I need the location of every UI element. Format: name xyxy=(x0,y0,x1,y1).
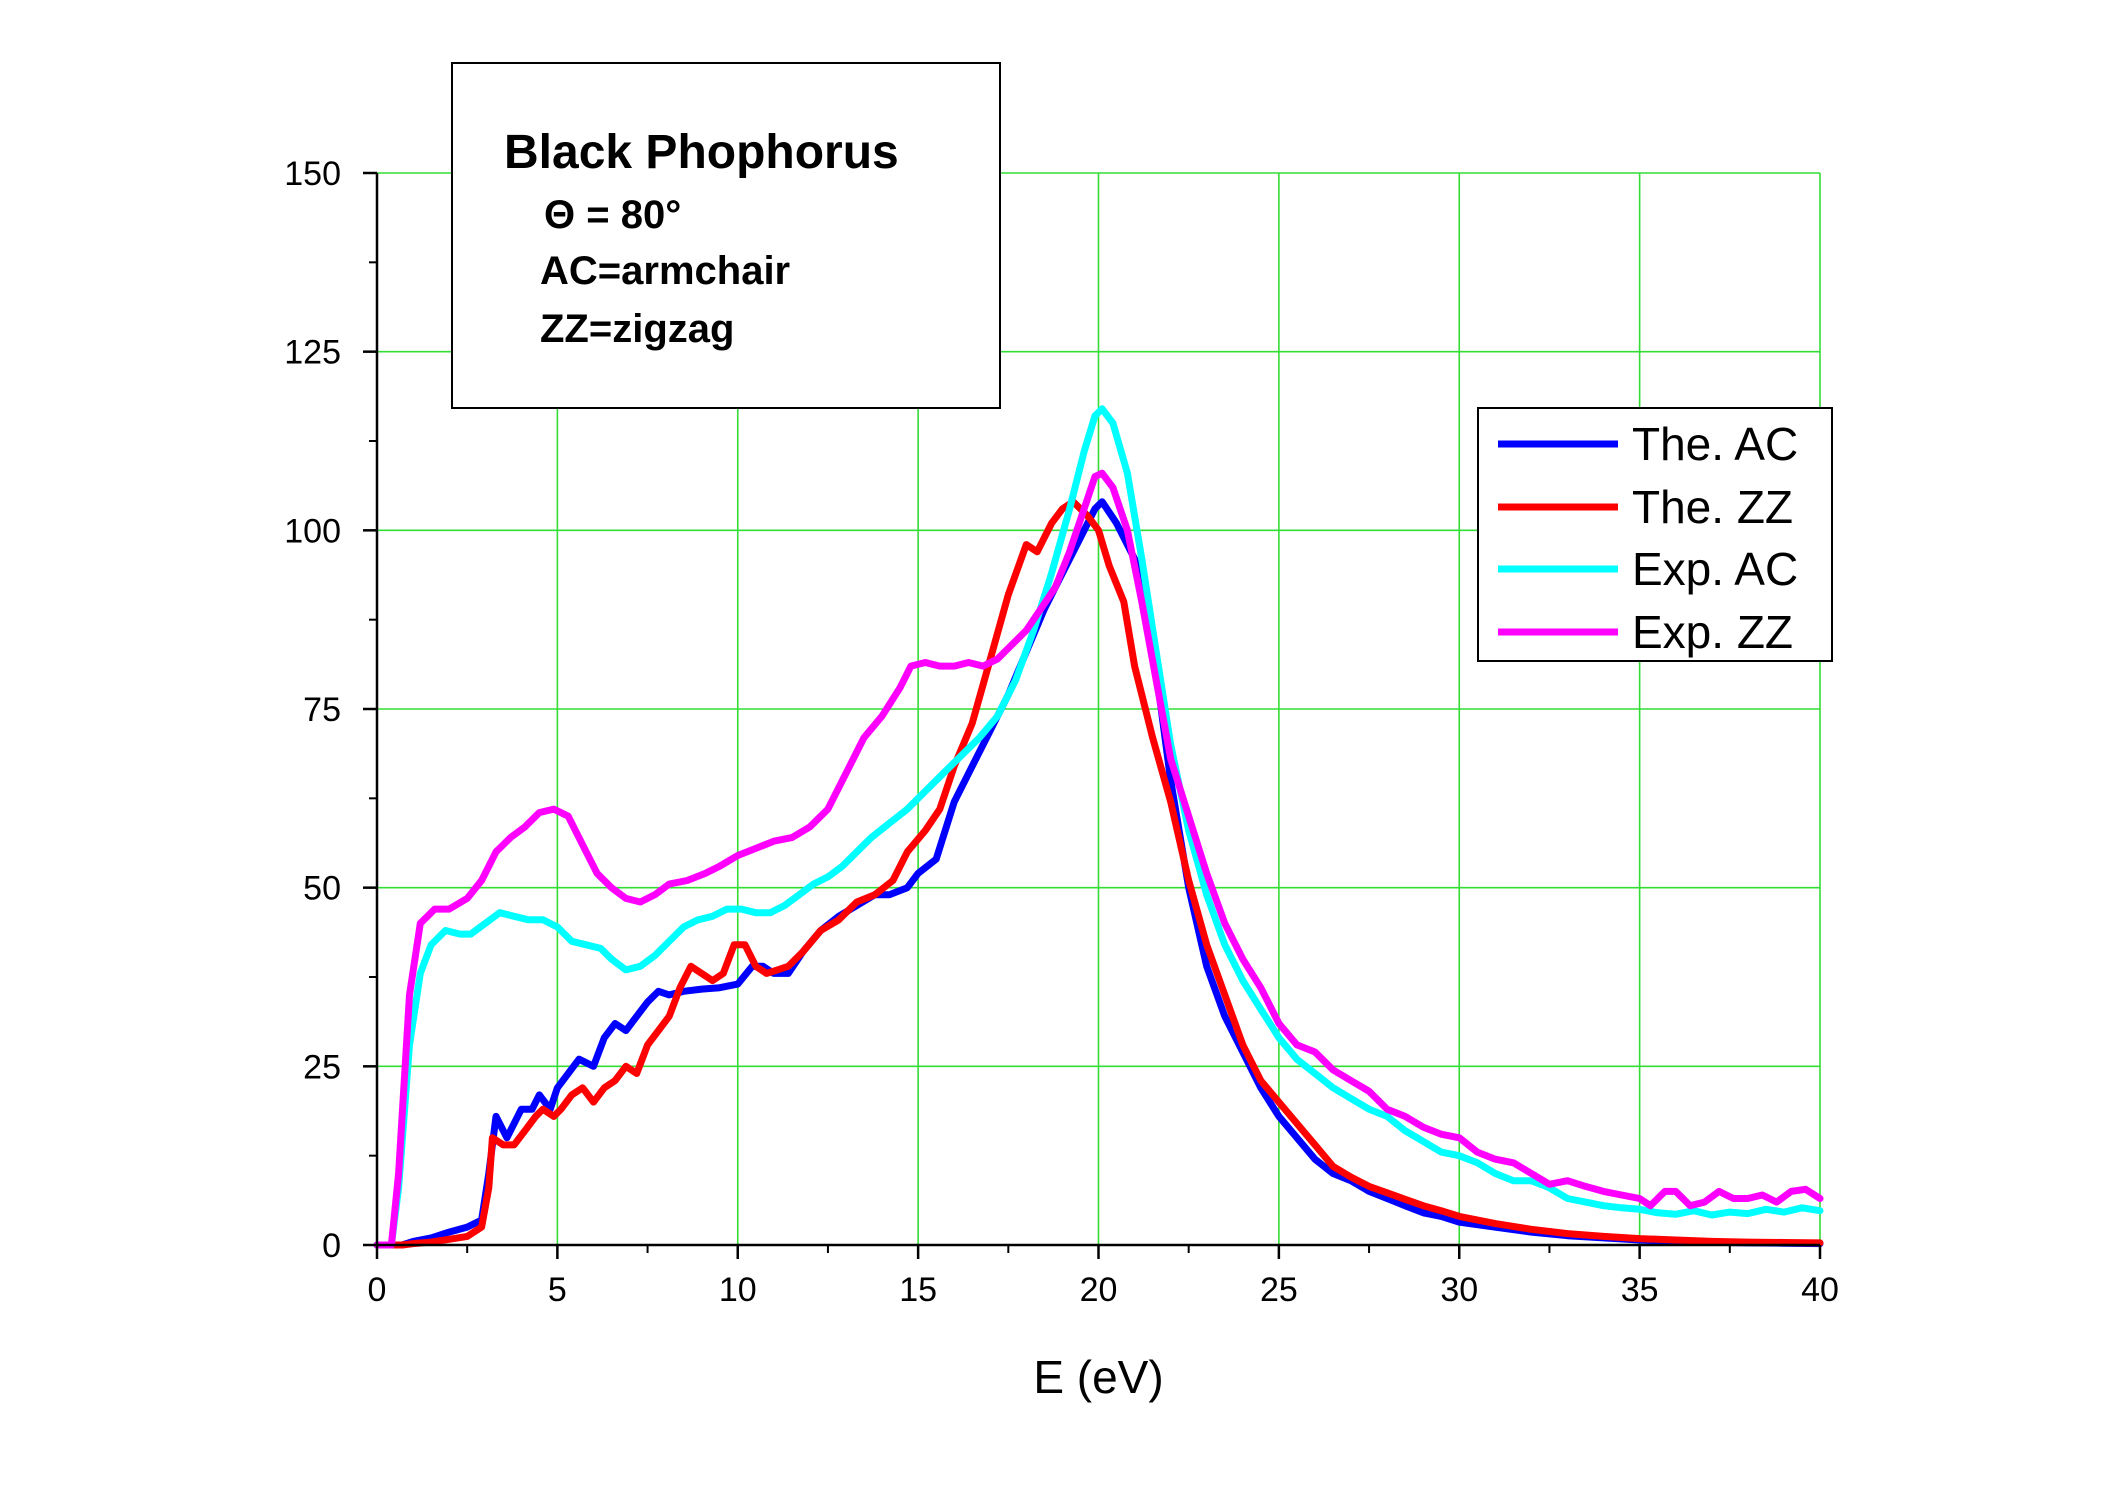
series-layer xyxy=(373,405,1824,1249)
info-box-line-theta: Θ = 80° xyxy=(544,193,681,237)
y-tick-label-5: 125 xyxy=(284,334,341,372)
y-tick-label-4: 100 xyxy=(284,512,341,550)
info-box: Black Phophorus Θ = 80° AC=armchair ZZ=z… xyxy=(451,62,1001,409)
x-tick-label-4: 20 xyxy=(1080,1271,1118,1309)
legend-label-exp-ac: Exp. AC xyxy=(1632,543,1798,595)
legend-frame xyxy=(1477,407,1833,662)
series-line-the-ac xyxy=(373,498,1824,1249)
x-tick-label-0: 0 xyxy=(368,1271,387,1309)
info-box-line-ac: AC=armchair xyxy=(540,249,790,293)
x-tick-label-1: 5 xyxy=(548,1271,567,1309)
x-tick-label-8: 40 xyxy=(1801,1271,1839,1309)
grid xyxy=(377,172,1821,1245)
legend-label-exp-zz: Exp. ZZ xyxy=(1632,606,1793,658)
x-axis-label: E (eV) xyxy=(1033,1351,1163,1403)
y-tick-label-2: 50 xyxy=(303,870,341,908)
y-tick-label-6: 150 xyxy=(284,155,341,193)
y-tick-label-0: 0 xyxy=(322,1227,341,1265)
x-tick-label-2: 10 xyxy=(719,1271,757,1309)
y-tick-label-1: 25 xyxy=(303,1048,341,1086)
series-line-the-zz xyxy=(373,498,1824,1249)
legend: The. AC The. ZZ Exp. AC Exp. ZZ xyxy=(1477,407,1833,662)
y-tick-label-3: 75 xyxy=(303,691,341,729)
x-tick-label-3: 15 xyxy=(899,1271,937,1309)
x-tick-label-6: 30 xyxy=(1440,1271,1478,1309)
info-box-frame xyxy=(451,62,1001,409)
x-tick-label-7: 35 xyxy=(1621,1271,1659,1309)
info-box-line-zz: ZZ=zigzag xyxy=(540,307,734,351)
legend-label-the-ac: The. AC xyxy=(1632,418,1798,470)
legend-label-the-zz: The. ZZ xyxy=(1632,481,1793,533)
series-line-exp-zz xyxy=(373,469,1824,1249)
axes: 0 5 10 15 20 25 30 35 40 0 25 50 75 100 125 150 xyxy=(284,155,1839,1309)
x-tick-label-5: 25 xyxy=(1260,1271,1298,1309)
info-box-title: Black Phophorus xyxy=(504,126,899,179)
